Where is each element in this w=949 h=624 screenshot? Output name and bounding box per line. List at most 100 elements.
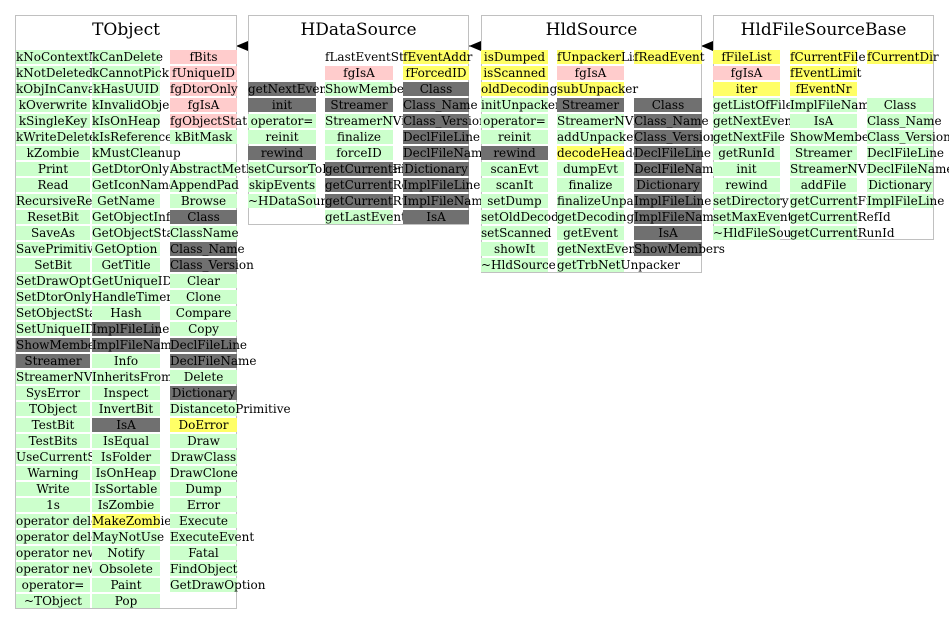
member-setscanned[interactable]: setScanned	[481, 226, 551, 240]
member-dictionary[interactable]: Dictionary	[867, 178, 933, 192]
member-kbitmask[interactable]: kBitMask	[170, 130, 237, 144]
member-dump[interactable]: Dump	[170, 482, 237, 496]
member-maynotuse[interactable]: MayNotUse	[92, 530, 164, 544]
member-fgisa[interactable]: fgIsA	[557, 66, 624, 80]
member-class-name[interactable]: Class_Name	[867, 114, 942, 128]
member-dumpevt[interactable]: dumpEvt	[557, 162, 624, 176]
member-recursiveremove[interactable]: RecursiveRemove	[16, 194, 125, 208]
member-declfileline[interactable]: DeclFileLine	[403, 130, 480, 144]
member-getnextfile[interactable]: getNextFile	[713, 130, 785, 144]
member-finalizeunpackers[interactable]: finalizeUnpackers	[557, 194, 667, 208]
member-streamernvirtual[interactable]: StreamerNVirtual	[557, 114, 666, 128]
member-clear[interactable]: Clear	[170, 274, 237, 288]
member-isa[interactable]: IsA	[92, 418, 160, 432]
member-write[interactable]: Write	[16, 482, 90, 496]
member-setbit[interactable]: SetBit	[16, 258, 90, 272]
member-ksinglekey[interactable]: kSingleKey	[16, 114, 90, 128]
member-hldsource[interactable]: ~HldSource	[481, 258, 556, 272]
member-scanit[interactable]: scanIt	[481, 178, 548, 192]
member-declfilename[interactable]: DeclFileName	[634, 162, 721, 176]
member-feventnr[interactable]: fEventNr	[790, 82, 857, 96]
member-inheritsfrom[interactable]: InheritsFrom	[92, 370, 173, 384]
member-feventaddr[interactable]: fEventAddr	[403, 50, 472, 64]
member-getlistoffiles[interactable]: getListOfFiles	[713, 98, 799, 112]
member-setdirectory[interactable]: setDirectory	[713, 194, 789, 208]
member-delete[interactable]: Delete	[170, 370, 237, 384]
member-declfilename[interactable]: DeclFileName	[403, 146, 490, 160]
member-streamer[interactable]: Streamer	[790, 146, 857, 160]
member-gettrbnetunpacker[interactable]: getTrbNetUnpacker	[557, 258, 680, 272]
member-read[interactable]: Read	[16, 178, 90, 192]
member-notify[interactable]: Notify	[92, 546, 160, 560]
member-knocontextmenu[interactable]: kNoContextMenu	[16, 50, 124, 64]
member-distancetoprimitive[interactable]: DistancetoPrimitive	[170, 402, 291, 416]
member-streamernvirtual[interactable]: StreamerNVirtual	[16, 370, 125, 384]
member-getobjectinfo[interactable]: GetObjectInfo	[92, 210, 178, 224]
member-hdatasource[interactable]: ~HDataSource	[248, 194, 340, 208]
member-obsolete[interactable]: Obsolete	[92, 562, 160, 576]
member-isequal[interactable]: IsEqual	[92, 434, 160, 448]
member-setuniqueid[interactable]: SetUniqueID	[16, 322, 95, 336]
member-koverwrite[interactable]: kOverwrite	[16, 98, 90, 112]
member-fgobjectstat[interactable]: fgObjectStat	[170, 114, 247, 128]
member-showmembers[interactable]: ShowMembers	[325, 82, 416, 96]
member-getname[interactable]: GetName	[92, 194, 160, 208]
member-compare[interactable]: Compare	[170, 306, 237, 320]
member-implfileline[interactable]: ImplFileLine	[634, 194, 711, 208]
member-getcurrentrefid[interactable]: getCurrentRefId	[325, 178, 426, 192]
member-funpackerlist[interactable]: fUnpackerList	[557, 50, 644, 64]
member-hldfilesourcebase[interactable]: ~HldFileSourceBase	[713, 226, 840, 240]
member-reinit[interactable]: reinit	[248, 130, 316, 144]
member-reinit[interactable]: reinit	[481, 130, 548, 144]
member-implfilename[interactable]: ImplFileName	[403, 194, 490, 208]
member-drawclone[interactable]: DrawClone	[170, 466, 238, 480]
member-getlasteventstatus[interactable]: getLastEventStatus	[325, 210, 445, 224]
member-print[interactable]: Print	[16, 162, 90, 176]
member-iter[interactable]: iter	[713, 82, 780, 96]
member-getnextevent[interactable]: getNextEvent	[557, 242, 641, 256]
member-dictionary[interactable]: Dictionary	[170, 386, 237, 400]
member-appendpad[interactable]: AppendPad	[170, 178, 239, 192]
member-geticonname[interactable]: GetIconName	[92, 178, 176, 192]
member-inspect[interactable]: Inspect	[92, 386, 160, 400]
member-kisonheap[interactable]: kIsOnHeap	[92, 114, 160, 128]
member-getuniqueid[interactable]: GetUniqueID	[92, 274, 172, 288]
member-olddecodingstyle[interactable]: oldDecodingStyle	[481, 82, 588, 96]
member-warning[interactable]: Warning	[16, 466, 90, 480]
member-class-name[interactable]: Class_Name	[403, 98, 478, 112]
member-handletimer[interactable]: HandleTimer	[92, 290, 172, 304]
member-isdumped[interactable]: isDumped	[481, 50, 548, 64]
member-dictionary[interactable]: Dictionary	[634, 178, 702, 192]
member-class[interactable]: Class	[867, 98, 933, 112]
member-showmembers[interactable]: ShowMembers	[16, 338, 107, 352]
member-fbits[interactable]: fBits	[170, 50, 237, 64]
member-operator-new[interactable]: operator new[]	[16, 562, 107, 576]
member-operator-delete[interactable]: operator delete	[16, 514, 110, 528]
member-kobjincanvas[interactable]: kObjInCanvas	[16, 82, 101, 96]
member-getcurrentfilename[interactable]: getCurrentFileName	[790, 194, 917, 208]
member-declfileline[interactable]: DeclFileLine	[170, 338, 247, 352]
member-freadevent[interactable]: fReadEvent	[634, 50, 705, 64]
member-invertbit[interactable]: InvertBit	[92, 402, 160, 416]
member-isa[interactable]: IsA	[403, 210, 469, 224]
member-kcannotpick[interactable]: kCannotPick	[92, 66, 169, 80]
member-class-name[interactable]: Class_Name	[170, 242, 245, 256]
member-class[interactable]: Class	[403, 82, 469, 96]
member-paint[interactable]: Paint	[92, 578, 160, 592]
member-operator[interactable]: operator=	[16, 578, 90, 592]
member-getcurrentrunid[interactable]: getCurrentRunId	[325, 194, 430, 208]
member-operator[interactable]: operator=	[248, 114, 316, 128]
member-rewind[interactable]: rewind	[248, 146, 316, 160]
member-rewind[interactable]: rewind	[713, 178, 780, 192]
member-isscanned[interactable]: isScanned	[481, 66, 548, 80]
member-getcurrentrunid[interactable]: getCurrentRunId	[790, 226, 895, 240]
member-class[interactable]: Class	[170, 210, 237, 224]
member-getrunid[interactable]: getRunId	[713, 146, 780, 160]
member-streamer[interactable]: Streamer	[16, 354, 90, 368]
member-fgisa[interactable]: fgIsA	[325, 66, 393, 80]
member-getnextevent[interactable]: getNextEvent	[713, 114, 797, 128]
member-setdtoronly[interactable]: SetDtorOnly	[16, 290, 92, 304]
member-fgisa[interactable]: fgIsA	[713, 66, 780, 80]
member-showit[interactable]: showIt	[481, 242, 548, 256]
member-implfilename[interactable]: ImplFileName	[92, 338, 179, 352]
